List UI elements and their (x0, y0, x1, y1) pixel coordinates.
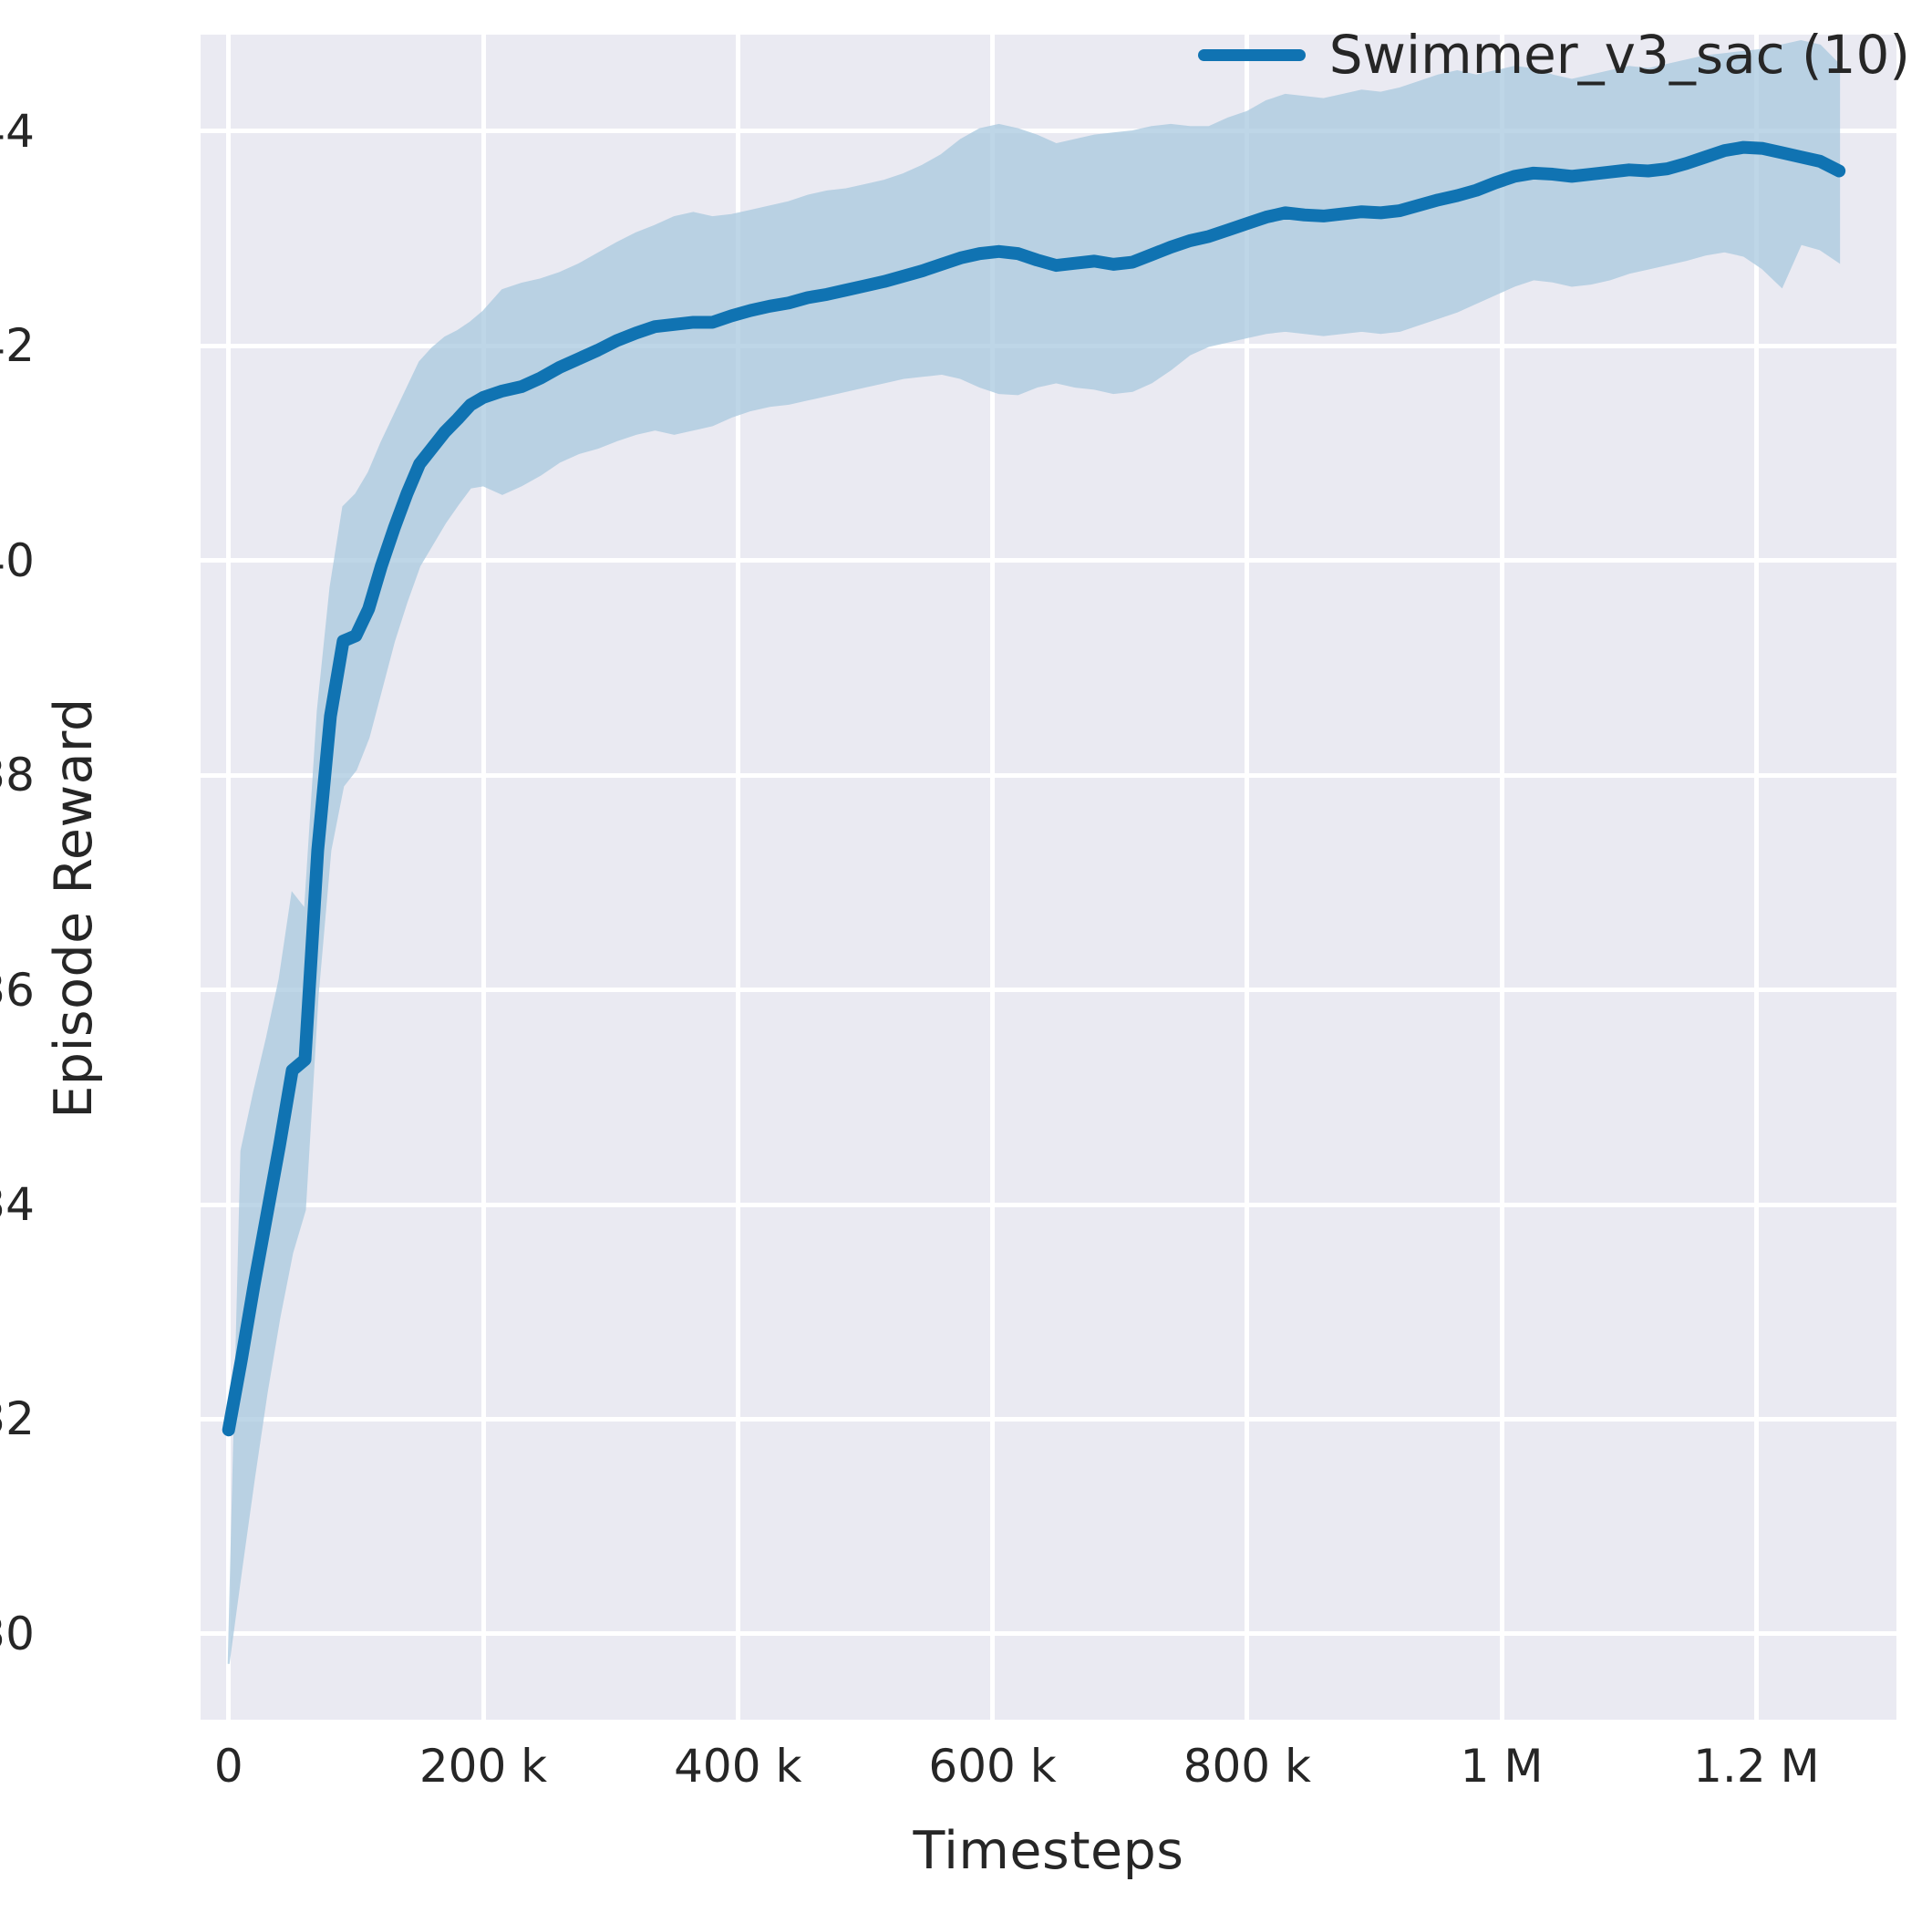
gridline-horizontal (201, 558, 1896, 564)
x-tick-label: 800 k (1183, 1740, 1311, 1793)
legend: Swimmer_v3_sac (10) (1191, 20, 1917, 89)
x-tick-label: 1 M (1460, 1740, 1544, 1793)
gridline-vertical (1499, 35, 1504, 1720)
y-axis-label: Episode Reward (44, 698, 104, 1119)
y-tick-label: 42 (0, 319, 35, 373)
x-axis-label: Timesteps (913, 1821, 1184, 1881)
plot-area (201, 35, 1896, 1720)
x-tick-label: 400 k (674, 1740, 802, 1793)
y-tick-label: 40 (0, 533, 35, 587)
y-tick-label: 32 (0, 1392, 35, 1446)
y-tick-label: 34 (0, 1178, 35, 1231)
gridline-horizontal (201, 1631, 1896, 1637)
gridline-horizontal (201, 129, 1896, 134)
y-tick-label: 36 (0, 963, 35, 1017)
x-tick-label: 200 k (418, 1740, 548, 1793)
y-tick-label: 30 (0, 1607, 35, 1660)
gridline-horizontal (201, 1416, 1896, 1422)
gridline-vertical (1245, 35, 1250, 1720)
line-series-swimmer-v3-sac (222, 140, 1846, 1437)
gridline-horizontal (201, 988, 1896, 993)
gridline-vertical (735, 35, 740, 1720)
gridline-vertical (226, 35, 232, 1720)
legend-entry-label: Swimmer_v3_sac (10) (1328, 24, 1910, 86)
y-tick-label: 38 (0, 749, 35, 802)
x-tick-label: 0 (213, 1740, 243, 1793)
gridline-horizontal (201, 772, 1896, 778)
x-tick-label: 600 k (928, 1740, 1057, 1793)
confidence-band-swimmer-v3-sac (227, 40, 1841, 1664)
gridline-vertical (990, 35, 996, 1720)
gridline-vertical (480, 35, 486, 1720)
legend-color-swatch (1197, 48, 1306, 61)
series-canvas (222, 40, 1846, 1664)
gridline-vertical (1753, 35, 1759, 1720)
x-tick-label: 1.2 M (1693, 1740, 1820, 1793)
y-tick-label: 44 (0, 104, 35, 158)
gridline-horizontal (201, 1202, 1896, 1207)
